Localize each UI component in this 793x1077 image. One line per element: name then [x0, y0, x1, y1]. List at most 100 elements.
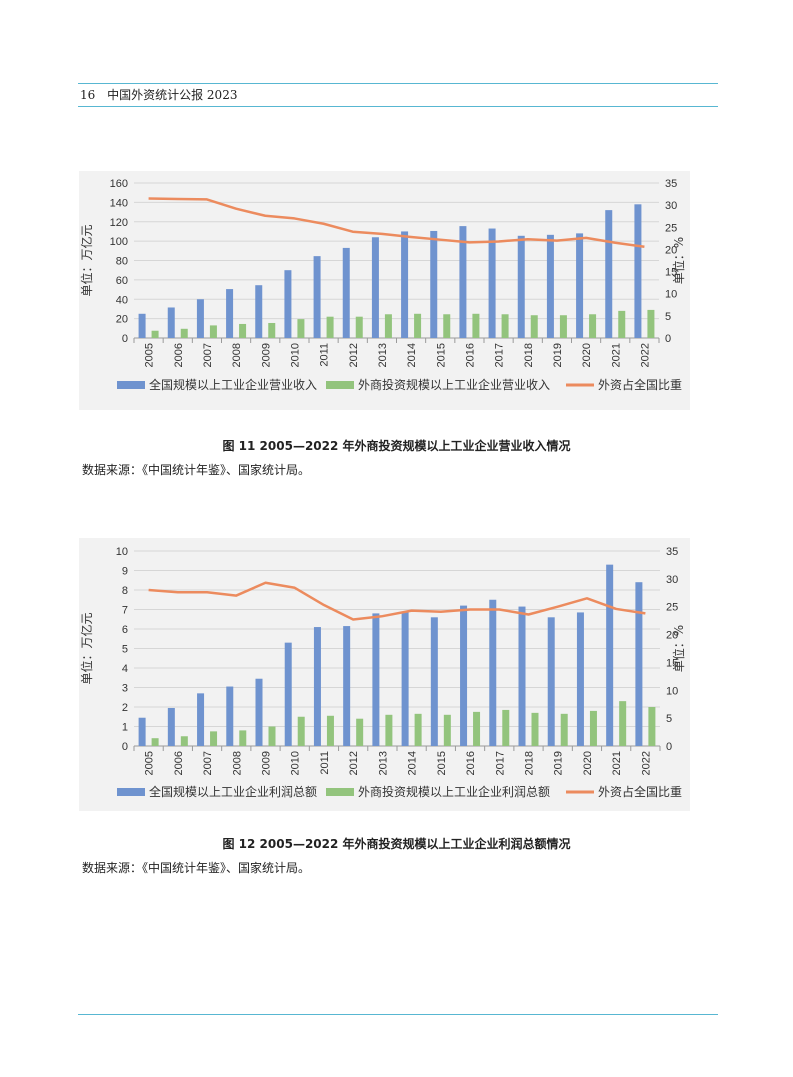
bar-national: [343, 626, 351, 746]
y-left-tick-label: 5: [122, 644, 128, 656]
x-tick-label: 2014: [406, 343, 418, 367]
x-tick-label: 2009: [260, 343, 272, 367]
y-left-tick-label: 3: [122, 683, 128, 695]
bar-national: [546, 234, 554, 338]
bar-foreign: [326, 316, 334, 338]
bar-foreign: [619, 701, 627, 746]
bar-national: [372, 613, 380, 746]
bar-foreign: [560, 713, 568, 746]
y-right-axis-title: 单位：%: [671, 625, 686, 672]
bar-foreign: [356, 718, 364, 746]
y-left-tick-label: 40: [116, 294, 128, 306]
bar-national: [488, 228, 496, 338]
bar-foreign: [151, 330, 159, 338]
y-right-tick-label: 25: [665, 222, 677, 234]
y-right-tick-label: 0: [666, 741, 672, 753]
x-tick-label: 2010: [290, 751, 302, 775]
bar-national: [284, 642, 292, 746]
x-tick-label: 2021: [610, 343, 622, 367]
y-left-tick-label: 7: [122, 605, 128, 617]
bar-national: [489, 599, 497, 746]
figure-12-caption: 图 12 2005—2022 年外商投资规模以上工业企业利润总额情况: [222, 837, 571, 851]
x-tick-label: 2017: [494, 343, 506, 367]
x-tick-label: 2008: [231, 751, 243, 775]
x-tick-label: 2014: [407, 751, 419, 775]
bar-foreign: [589, 314, 597, 338]
bar-foreign: [472, 313, 480, 338]
bar-national: [460, 605, 468, 746]
bar-foreign: [647, 309, 655, 338]
y-left-tick-label: 160: [110, 178, 128, 190]
bar-foreign: [559, 315, 567, 338]
y-right-tick-label: 0: [665, 333, 671, 345]
bar-foreign: [209, 325, 217, 338]
bar-national: [634, 204, 642, 338]
bar-foreign: [589, 710, 597, 746]
bar-national: [576, 233, 584, 338]
x-tick-label: 2020: [581, 343, 593, 367]
bar-national: [313, 256, 321, 338]
bar-national: [138, 313, 146, 338]
x-tick-label: 2007: [202, 343, 214, 367]
bar-foreign: [443, 314, 451, 338]
y-left-tick-label: 1: [122, 722, 128, 734]
bar-national: [518, 606, 526, 746]
bar-foreign: [180, 736, 188, 746]
bar-foreign: [384, 314, 392, 338]
y-right-tick-label: 15: [665, 267, 677, 279]
y-right-tick-label: 25: [666, 602, 678, 614]
bar-foreign: [297, 716, 305, 746]
bar-foreign: [268, 726, 276, 746]
running-header: 16 中国外资统计公报 2023: [80, 86, 237, 103]
bar-national: [167, 307, 175, 338]
bar-foreign: [326, 715, 334, 746]
bar-foreign: [210, 731, 218, 746]
bar-foreign: [648, 707, 656, 746]
x-tick-label: 2011: [319, 751, 331, 775]
y-right-tick-label: 5: [666, 713, 672, 725]
bar-foreign: [414, 713, 422, 746]
line-share-series: [148, 197, 645, 249]
x-tick-label: 2020: [582, 751, 594, 775]
x-tick-label: 2021: [611, 751, 623, 775]
bar-national: [606, 564, 614, 746]
x-tick-label: 2015: [435, 343, 447, 367]
x-tick-label: 2012: [348, 751, 360, 775]
y-left-tick-label: 0: [122, 741, 128, 753]
y-right-tick-label: 35: [665, 178, 677, 190]
legend-label: 外商投资规模以上工业企业利润总额: [358, 784, 550, 799]
page-number: 16: [80, 88, 96, 102]
legend-swatch: [326, 381, 354, 389]
y-left-tick-label: 0: [122, 333, 128, 345]
bar-foreign: [530, 315, 538, 338]
bar-foreign: [501, 314, 509, 338]
y-right-tick-label: 30: [665, 200, 677, 212]
x-tick-label: 2017: [494, 751, 506, 775]
x-tick-label: 2006: [173, 751, 185, 775]
x-tick-label: 2009: [261, 751, 273, 775]
x-tick-label: 2016: [465, 751, 477, 775]
bar-foreign: [531, 712, 539, 746]
bar-national: [226, 686, 234, 746]
bar-national: [635, 582, 643, 746]
y-left-tick-label: 20: [116, 314, 128, 326]
bar-foreign: [414, 313, 422, 338]
bar-foreign: [151, 738, 159, 746]
y-left-tick-label: 2: [122, 702, 128, 714]
bar-national: [401, 231, 409, 338]
x-tick-label: 2022: [639, 343, 651, 367]
footer-rule: [78, 1014, 718, 1015]
y-right-tick-label: 20: [666, 630, 678, 642]
bar-national: [167, 707, 175, 746]
legend-label: 外资占全国比重: [598, 784, 682, 799]
bar-national: [197, 693, 205, 746]
chart-panel-figure-11: 0 20 40 60 80 100 120 140 160 0 5 10 15 20 25 30 35 2005 2…: [79, 171, 690, 410]
x-tick-label: 2010: [289, 343, 301, 367]
figure-11-caption: 图 11 2005—2022 年外商投资规模以上工业企业营业收入情况: [222, 439, 571, 453]
y-left-tick-label: 100: [110, 236, 128, 248]
bar-national: [342, 247, 350, 338]
header-top-rule: [78, 83, 718, 84]
legend-label: 全国规模以上工业企业营业收入: [149, 377, 317, 392]
bar-national: [138, 717, 146, 746]
x-tick-label: 2019: [552, 343, 564, 367]
